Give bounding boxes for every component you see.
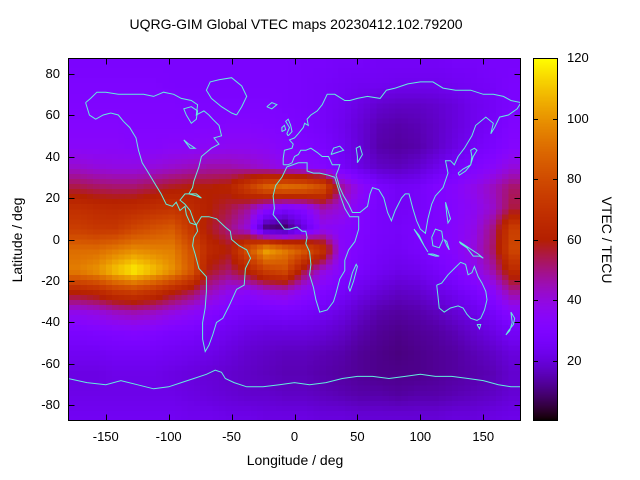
y-tick-label: -20 <box>41 272 60 288</box>
vtec-heatmap-canvas <box>68 58 521 421</box>
coastline-borneo <box>431 228 444 249</box>
x-tick-label: -50 <box>222 429 241 444</box>
coastline-philippines <box>445 202 452 225</box>
y-tick-label: 60 <box>45 107 60 123</box>
coastline-greenland <box>205 77 248 116</box>
x-tick-label: 100 <box>409 429 432 444</box>
coastline-britain <box>285 118 293 137</box>
coastline-eurasia <box>282 81 521 235</box>
colorbar-tick-label: 100 <box>567 110 589 126</box>
colorbar-tick-label: 20 <box>567 352 582 368</box>
coastline-java <box>427 253 440 257</box>
x-tick-label: 150 <box>472 429 495 444</box>
colorbar-tick-label: 120 <box>567 50 589 65</box>
coastline-japan <box>457 147 478 176</box>
coastline-black-sea <box>330 145 345 155</box>
coastline-south-america <box>192 216 252 353</box>
coastline-new-zealand <box>505 311 516 336</box>
coastline-iceland <box>266 102 278 110</box>
colorbar-tick-label: 40 <box>567 292 582 307</box>
x-tick-label: 0 <box>290 429 299 444</box>
chart-title: UQRG-GIM Global VTEC maps 20230412.102.7… <box>129 16 463 32</box>
coastline-sulawesi <box>443 239 450 251</box>
colorbar-ticks-overlay <box>533 58 558 421</box>
coastlines-and-ticks-overlay <box>68 58 521 421</box>
colorbar-gradient-canvas <box>533 58 558 421</box>
coastline-new-guinea <box>458 241 484 259</box>
colorbar-label: VTEC / TECU <box>599 196 615 284</box>
coastline-antarctica <box>68 369 521 390</box>
coastline-hudson-bay <box>183 106 199 125</box>
y-tick-label: 20 <box>45 190 60 205</box>
coastline-tasmania <box>476 324 482 330</box>
y-tick-label: -80 <box>41 397 60 413</box>
colorbar-border <box>533 58 558 421</box>
x-tick-label: -150 <box>92 429 119 444</box>
coastline-ireland <box>281 124 287 133</box>
colorbar-tick-label: 60 <box>567 231 582 247</box>
x-axis-label: Longitude / deg <box>246 452 344 468</box>
y-tick-label: 40 <box>45 148 60 164</box>
coastline-africa <box>272 162 360 313</box>
plot-border <box>68 58 521 421</box>
coastline-sumatra <box>413 228 429 253</box>
coastline-great-lakes <box>183 139 197 149</box>
y-tick-label: -60 <box>41 355 60 371</box>
coastline-north-america <box>85 91 223 226</box>
y-tick-label: 80 <box>45 65 60 81</box>
x-tick-label: 50 <box>350 429 365 444</box>
map-plot-area <box>68 58 521 421</box>
colorbar <box>533 58 558 421</box>
colorbar-tick-label: 80 <box>567 171 582 186</box>
coastline-madagascar <box>348 263 358 292</box>
coastline-australia <box>436 261 488 321</box>
y-tick-label: -40 <box>41 314 60 330</box>
y-tick-label: 0 <box>52 231 60 247</box>
x-tick-label: -100 <box>155 429 182 444</box>
coastline-caspian-sea <box>355 145 363 164</box>
coastline-cuba <box>188 193 202 199</box>
